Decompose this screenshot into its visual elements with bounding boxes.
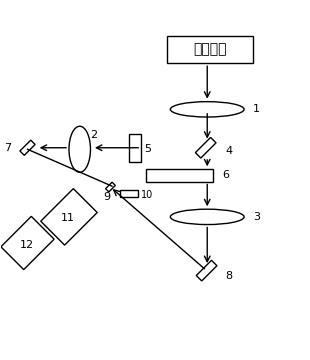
Bar — [129, 134, 141, 162]
Text: 10: 10 — [141, 190, 153, 200]
FancyBboxPatch shape — [167, 36, 253, 63]
Text: 11: 11 — [60, 213, 74, 224]
Text: 6: 6 — [223, 170, 230, 180]
Text: 动态图景: 动态图景 — [193, 42, 227, 57]
Text: 1: 1 — [253, 104, 260, 114]
Text: 7: 7 — [4, 143, 11, 153]
Text: 4: 4 — [226, 146, 233, 156]
Text: 3: 3 — [253, 212, 260, 222]
Text: 12: 12 — [20, 239, 34, 249]
Text: 8: 8 — [226, 271, 233, 281]
Text: 9: 9 — [103, 192, 110, 202]
Text: 2: 2 — [91, 130, 98, 140]
Bar — [146, 169, 213, 181]
Text: 5: 5 — [144, 144, 151, 154]
